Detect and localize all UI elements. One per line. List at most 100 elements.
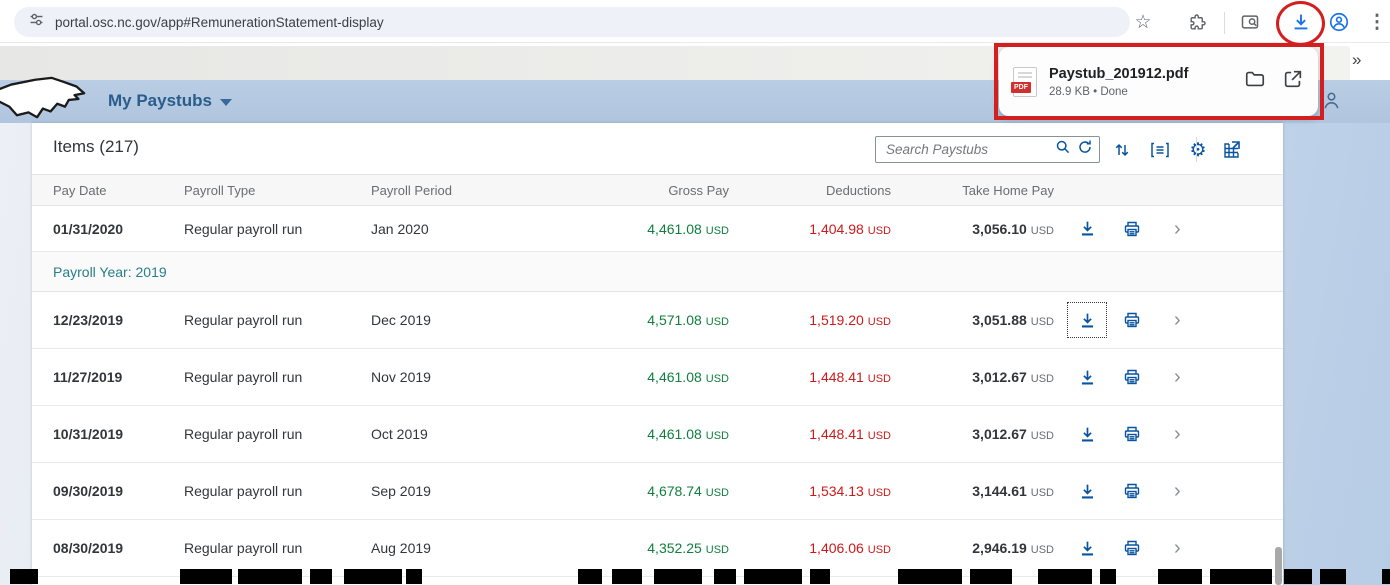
browser-menu-kebab-icon[interactable]: ⋮	[1367, 11, 1387, 33]
redaction-bar	[744, 569, 802, 584]
sort-icon[interactable]	[1108, 136, 1136, 164]
download-paystub-button[interactable]	[1070, 362, 1104, 392]
redaction-bar	[1100, 569, 1116, 584]
download-filename[interactable]: Paystub_201912.pdf	[1049, 65, 1189, 82]
table-row[interactable]: 12/23/2019 Regular payroll run Dec 2019 …	[32, 292, 1283, 349]
payroll-period-cell: Dec 2019	[371, 312, 431, 328]
payroll-type-cell: Regular payroll run	[184, 483, 303, 499]
refresh-icon[interactable]	[1077, 139, 1093, 160]
table-header-row: Pay Date Payroll Type Payroll Period Gro…	[32, 175, 1283, 206]
table-body: 01/31/2020 Regular payroll run Jan 2020 …	[32, 206, 1283, 577]
table-row[interactable]: 01/31/2020 Regular payroll run Jan 2020 …	[32, 206, 1283, 252]
payroll-type-cell: Regular payroll run	[184, 426, 303, 442]
payroll-period-cell: Aug 2019	[371, 540, 431, 556]
redaction-bar	[344, 569, 402, 584]
redaction-bar	[1284, 569, 1312, 584]
print-paystub-button[interactable]	[1115, 362, 1149, 392]
download-paystub-button[interactable]	[1070, 476, 1104, 506]
list-toolbar: Items (217) ⚙	[32, 123, 1283, 175]
redaction-bar	[612, 569, 642, 584]
bookmark-star-icon[interactable]: ☆	[1134, 11, 1152, 33]
gross-pay-cell: 4,571.08 USD	[647, 312, 729, 328]
user-account-icon[interactable]	[1320, 89, 1343, 117]
browser-toolbar: portal.osc.nc.gov/app#RemunerationStatem…	[0, 0, 1390, 43]
address-bar[interactable]: portal.osc.nc.gov/app#RemunerationStatem…	[14, 7, 1130, 37]
row-chevron-icon[interactable]: ›	[1174, 537, 1181, 559]
take-home-pay-cell: 3,012.67 USD	[972, 369, 1054, 385]
col-take-home-pay[interactable]: Take Home Pay	[962, 182, 1054, 198]
pay-date-cell: 11/27/2019	[53, 369, 123, 385]
payroll-type-cell: Regular payroll run	[184, 312, 303, 328]
pay-date-cell: 01/31/2020	[53, 220, 124, 237]
print-paystub-button[interactable]	[1115, 305, 1149, 335]
col-pay-date[interactable]: Pay Date	[53, 182, 107, 198]
page-title[interactable]: My Paystubs	[108, 91, 232, 111]
table-row[interactable]: 09/30/2019 Regular payroll run Sep 2019 …	[32, 463, 1283, 520]
paystub-list-card: Items (217) ⚙	[32, 123, 1283, 585]
open-file-icon[interactable]	[1282, 68, 1304, 95]
profile-icon[interactable]	[1322, 5, 1356, 39]
show-in-folder-icon[interactable]	[1244, 68, 1266, 95]
download-paystub-button[interactable]	[1070, 533, 1104, 563]
search-input[interactable]	[884, 141, 1049, 158]
deductions-cell: 1,448.41 USD	[809, 426, 891, 442]
extensions-icon[interactable]	[1180, 5, 1214, 39]
deductions-cell: 1,404.98 USD	[809, 220, 891, 237]
search-icon[interactable]	[1055, 139, 1071, 160]
deductions-cell: 1,519.20 USD	[809, 312, 891, 328]
gross-pay-cell: 4,461.08 USD	[647, 369, 729, 385]
print-paystub-button[interactable]	[1115, 419, 1149, 449]
col-deductions[interactable]: Deductions	[825, 182, 891, 198]
col-payroll-type[interactable]: Payroll Type	[184, 182, 256, 198]
print-paystub-button[interactable]	[1115, 476, 1149, 506]
payroll-type-cell: Regular payroll run	[184, 220, 303, 237]
print-paystub-button[interactable]	[1115, 214, 1149, 244]
site-permissions-icon[interactable]	[28, 11, 45, 33]
redaction-bar	[1158, 569, 1202, 584]
overflow-chevron-icon[interactable]: »	[1352, 50, 1362, 69]
redaction-bar	[180, 569, 232, 584]
side-panel-search-icon[interactable]	[1233, 5, 1267, 39]
col-payroll-period[interactable]: Payroll Period	[371, 182, 452, 198]
download-paystub-button[interactable]	[1070, 214, 1104, 244]
redaction-bar	[578, 569, 602, 584]
payroll-period-cell: Oct 2019	[371, 426, 428, 442]
search-box[interactable]	[875, 136, 1100, 163]
group-settings-icon[interactable]	[1146, 136, 1174, 164]
download-paystub-button[interactable]	[1067, 302, 1107, 338]
download-popup[interactable]: PDF Paystub_201912.pdf 28.9 KB • Done	[999, 47, 1318, 116]
row-chevron-icon[interactable]: ›	[1174, 309, 1181, 331]
download-paystub-button[interactable]	[1070, 419, 1104, 449]
table-row[interactable]: 10/31/2019 Regular payroll run Oct 2019 …	[32, 406, 1283, 463]
redaction-bar	[406, 569, 422, 584]
table-row[interactable]: 11/27/2019 Regular payroll run Nov 2019 …	[32, 349, 1283, 406]
url-text: portal.osc.nc.gov/app#RemunerationStatem…	[55, 14, 384, 30]
pay-date-cell: 12/23/2019	[53, 312, 124, 328]
take-home-pay-cell: 3,056.10 USD	[972, 220, 1054, 237]
toolbar-divider	[1196, 137, 1197, 162]
redaction-bar	[898, 569, 962, 584]
download-meta: 28.9 KB • Done	[1049, 85, 1128, 98]
deductions-cell: 1,534.13 USD	[809, 483, 891, 499]
col-gross-pay[interactable]: Gross Pay	[668, 182, 729, 198]
deductions-cell: 1,406.06 USD	[809, 540, 891, 556]
payroll-period-cell: Jan 2020	[371, 220, 429, 237]
redaction-bar	[1382, 569, 1390, 584]
payroll-type-cell: Regular payroll run	[184, 540, 303, 556]
pdf-file-icon: PDF	[1011, 66, 1037, 97]
row-chevron-icon[interactable]: ›	[1174, 217, 1181, 240]
print-paystub-button[interactable]	[1115, 533, 1149, 563]
toolbar-divider	[1224, 12, 1225, 34]
downloads-toolbar-icon[interactable]	[1284, 5, 1318, 39]
vertical-scrollbar-thumb[interactable]	[1275, 547, 1282, 585]
payroll-type-cell: Regular payroll run	[184, 369, 303, 385]
export-spreadsheet-icon[interactable]	[1217, 136, 1245, 164]
row-chevron-icon[interactable]: ›	[1174, 366, 1181, 388]
row-chevron-icon[interactable]: ›	[1174, 480, 1181, 502]
redaction-bar	[1038, 569, 1092, 584]
table-row[interactable]: 08/30/2019 Regular payroll run Aug 2019 …	[32, 520, 1283, 577]
group-header-row[interactable]: Payroll Year: 2019	[32, 252, 1283, 292]
settings-gear-icon[interactable]: ⚙	[1189, 139, 1207, 161]
nc-state-logo	[0, 76, 86, 119]
row-chevron-icon[interactable]: ›	[1174, 423, 1181, 445]
